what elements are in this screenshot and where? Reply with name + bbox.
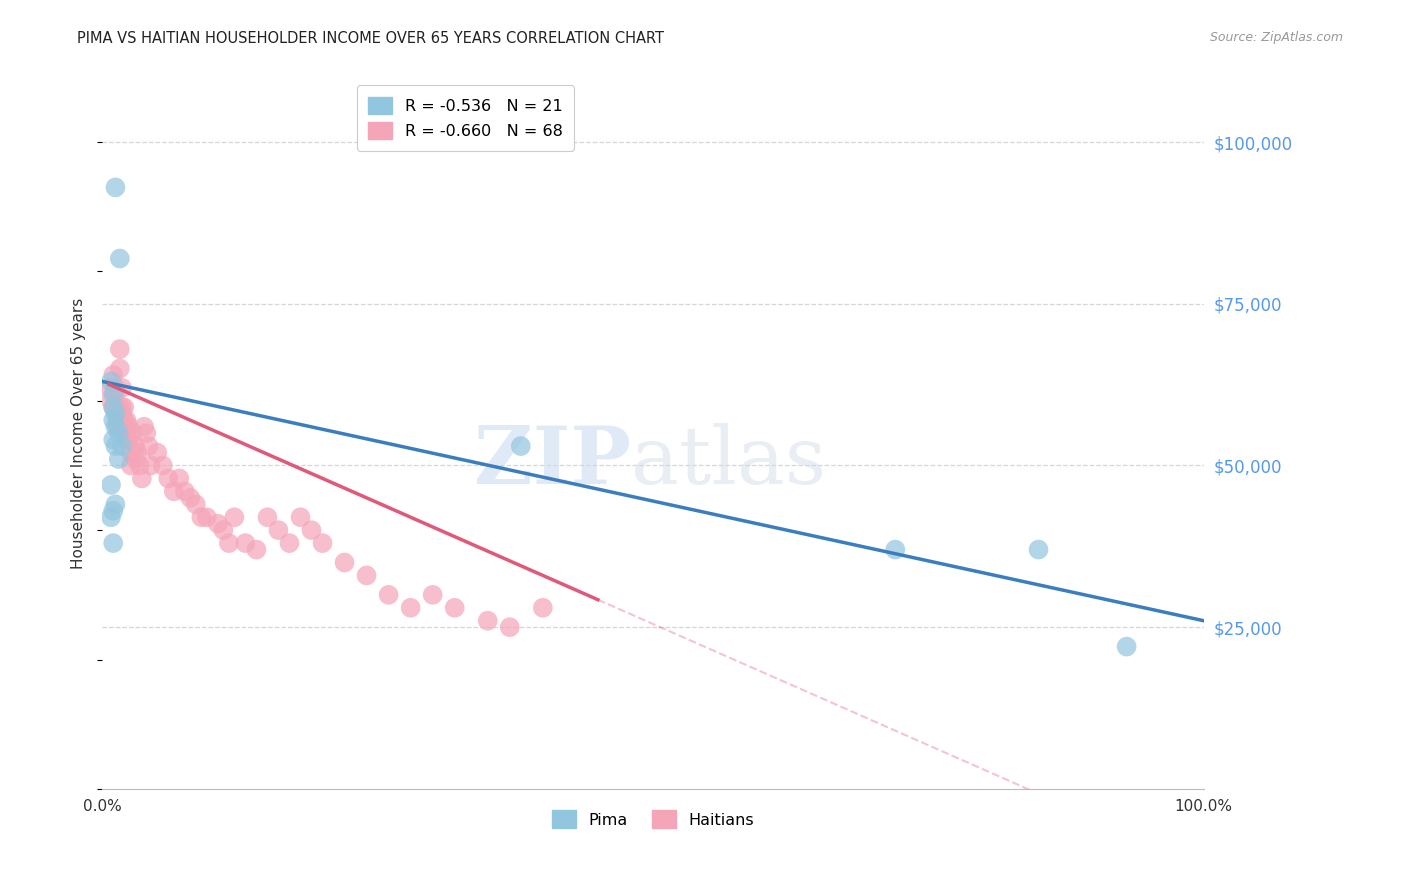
Point — [104, 180, 127, 194]
Point — [127, 445, 149, 459]
Point — [477, 614, 499, 628]
Point — [377, 588, 399, 602]
Point — [104, 407, 127, 421]
Point — [245, 542, 267, 557]
Legend: Pima, Haitians: Pima, Haitians — [546, 804, 761, 834]
Point — [111, 407, 134, 421]
Point — [290, 510, 312, 524]
Point — [100, 393, 122, 408]
Point — [152, 458, 174, 473]
Point — [108, 252, 131, 266]
Point — [115, 413, 138, 427]
Text: ZIP: ZIP — [474, 423, 631, 500]
Point — [103, 536, 125, 550]
Point — [103, 401, 125, 415]
Point — [111, 439, 134, 453]
Point — [115, 426, 138, 441]
Point — [112, 401, 135, 415]
Point — [100, 478, 122, 492]
Point — [120, 458, 142, 473]
Point — [278, 536, 301, 550]
Point — [139, 458, 162, 473]
Point — [422, 588, 444, 602]
Point — [1115, 640, 1137, 654]
Point — [399, 600, 422, 615]
Point — [124, 452, 146, 467]
Point — [190, 510, 212, 524]
Y-axis label: Householder Income Over 65 years: Householder Income Over 65 years — [72, 298, 86, 569]
Point — [108, 342, 131, 356]
Point — [301, 523, 323, 537]
Point — [224, 510, 246, 524]
Point — [135, 426, 157, 441]
Point — [107, 426, 129, 441]
Point — [107, 452, 129, 467]
Point — [169, 471, 191, 485]
Point — [100, 375, 122, 389]
Point — [108, 361, 131, 376]
Point — [132, 419, 155, 434]
Point — [267, 523, 290, 537]
Point — [443, 600, 465, 615]
Point — [107, 401, 129, 415]
Point — [311, 536, 333, 550]
Point — [122, 426, 145, 441]
Point — [108, 413, 131, 427]
Text: Source: ZipAtlas.com: Source: ZipAtlas.com — [1209, 31, 1343, 45]
Point — [179, 491, 201, 505]
Point — [499, 620, 522, 634]
Point — [107, 413, 129, 427]
Point — [128, 458, 150, 473]
Point — [124, 439, 146, 453]
Point — [111, 381, 134, 395]
Point — [235, 536, 257, 550]
Point — [138, 439, 160, 453]
Point — [104, 497, 127, 511]
Point — [103, 368, 125, 382]
Point — [163, 484, 186, 499]
Point — [212, 523, 235, 537]
Point — [104, 387, 127, 401]
Point — [531, 600, 554, 615]
Point — [100, 510, 122, 524]
Point — [1028, 542, 1050, 557]
Point — [103, 504, 125, 518]
Text: atlas: atlas — [631, 423, 827, 500]
Point — [104, 439, 127, 453]
Point — [112, 413, 135, 427]
Point — [184, 497, 207, 511]
Point — [218, 536, 240, 550]
Point — [884, 542, 907, 557]
Point — [97, 381, 120, 395]
Point — [104, 419, 127, 434]
Point — [103, 401, 125, 415]
Point — [356, 568, 378, 582]
Point — [131, 471, 153, 485]
Point — [107, 407, 129, 421]
Point — [103, 433, 125, 447]
Point — [256, 510, 278, 524]
Point — [103, 387, 125, 401]
Point — [195, 510, 218, 524]
Point — [509, 439, 531, 453]
Point — [112, 419, 135, 434]
Point — [111, 419, 134, 434]
Point — [115, 433, 138, 447]
Point — [207, 516, 229, 531]
Point — [333, 556, 356, 570]
Point — [103, 413, 125, 427]
Point — [157, 471, 180, 485]
Point — [173, 484, 195, 499]
Point — [117, 419, 139, 434]
Point — [120, 445, 142, 459]
Text: PIMA VS HAITIAN HOUSEHOLDER INCOME OVER 65 YEARS CORRELATION CHART: PIMA VS HAITIAN HOUSEHOLDER INCOME OVER … — [77, 31, 664, 46]
Point — [117, 433, 139, 447]
Point — [104, 381, 127, 395]
Point — [111, 401, 134, 415]
Point — [146, 445, 169, 459]
Point — [107, 419, 129, 434]
